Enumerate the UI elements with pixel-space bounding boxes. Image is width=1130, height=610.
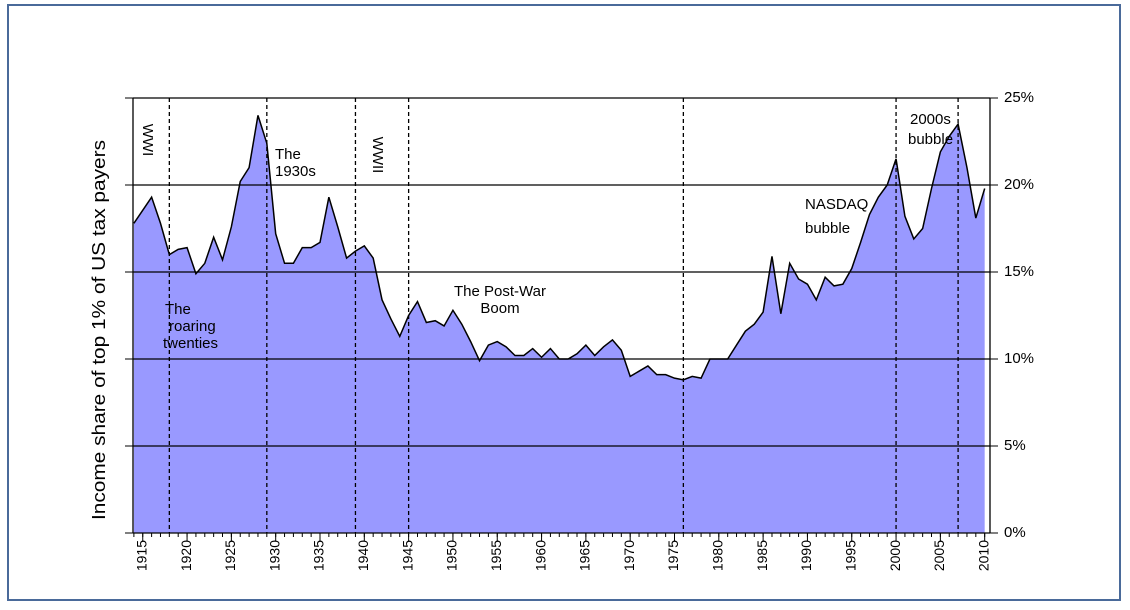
annotation: WWII [369, 137, 386, 174]
x-tick-label: 2005 [931, 540, 947, 571]
annotation: bubble [805, 220, 850, 237]
annotation: Boom [480, 300, 519, 317]
x-tick-label: 1990 [798, 540, 814, 571]
annotation: bubble [908, 131, 953, 148]
annotation: 1930s [275, 163, 316, 180]
y-tick-label: 10% [1004, 350, 1034, 367]
x-tick-label: 1930 [266, 540, 282, 571]
x-tick-label: 1960 [532, 540, 548, 571]
x-tick-label: 1995 [842, 540, 858, 571]
x-tick-label: 1935 [311, 540, 327, 571]
annotation: 2000s [910, 111, 951, 128]
y-tick-label: 20% [1004, 176, 1034, 193]
annotation: WWI [139, 124, 156, 156]
annotation: twenties [163, 335, 218, 352]
x-tick-label: 1950 [444, 540, 460, 571]
x-tick-label: 1985 [754, 540, 770, 571]
area [133, 115, 985, 534]
annotation: roaring [169, 318, 216, 335]
x-tick-label: 1925 [222, 540, 238, 571]
x-tick-label: 1955 [488, 540, 504, 571]
annotation: The [275, 146, 301, 163]
x-tick-label: 2000 [887, 540, 903, 571]
x-tick-label: 1980 [710, 540, 726, 571]
x-tick-label: 1975 [665, 540, 681, 571]
y-tick-label: 25% [1004, 89, 1034, 106]
y-tick-label: 0% [1004, 524, 1026, 541]
x-tick-label: 1945 [399, 540, 415, 571]
annotation: NASDAQ [805, 196, 868, 213]
x-tick-label: 1915 [133, 540, 149, 571]
annotation: The [165, 301, 191, 318]
y-tick-label: 15% [1004, 263, 1034, 280]
x-tick-label: 1970 [621, 540, 637, 571]
x-tick-label: 1940 [355, 540, 371, 571]
x-tick-label: 2010 [975, 540, 991, 571]
y-tick-label: 5% [1004, 437, 1026, 454]
frame [7, 4, 1121, 601]
x-tick-label: 1965 [577, 540, 593, 571]
annotation: The Post-War [454, 283, 546, 300]
x-tick-label: 1920 [178, 540, 194, 571]
y-axis-label: Income share of top 1% of US tax payers [89, 140, 109, 520]
